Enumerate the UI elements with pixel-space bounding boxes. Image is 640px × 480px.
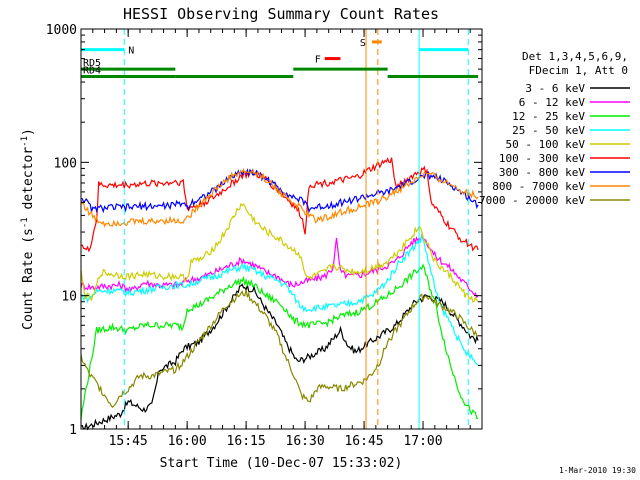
series-line-1 — [80, 233, 479, 299]
y-axis-label-end: ) — [21, 128, 36, 136]
legend-label-5: 100 - 300 keV — [499, 152, 585, 165]
legend-header-0: Det 1,3,4,5,6,9, — [522, 50, 628, 63]
flag-label-0: N — [128, 46, 134, 57]
legend-header-1: FDecim 1, Att 0 — [529, 64, 628, 77]
x-tick-label-5: 17:00 — [403, 434, 442, 449]
x-tick-label-4: 16:45 — [344, 434, 383, 449]
x-tick-label-2: 16:15 — [227, 434, 266, 449]
y-axis-label-main: Count Rate (s — [21, 228, 36, 330]
legend-label-1: 6 - 12 keV — [519, 96, 586, 109]
x-axis-label: Start Time (10-Dec-07 15:33:02) — [160, 456, 403, 471]
legend-label-2: 12 - 25 keV — [512, 110, 585, 123]
legend-label-6: 300 - 800 keV — [499, 166, 585, 179]
series-line-7 — [80, 167, 479, 228]
y-axis-label: Count Rate (s-1 detector-1) — [20, 128, 36, 330]
footer-date: 1-Mar-2010 19:30 — [559, 466, 636, 475]
axis-ticks-group: 15:45 16:00 16:15 16:30 16:45 17:00 1 10 100 1000 — [46, 23, 482, 449]
series-line-4 — [80, 202, 479, 303]
legend-label-8: 7000 - 20000 keV — [479, 194, 585, 207]
y-tick-label-0: 1 — [69, 423, 77, 438]
y-tick-label-3: 1000 — [46, 23, 77, 38]
y-tick-label-1: 10 — [61, 290, 77, 305]
plot-series-group — [80, 157, 479, 431]
y-tick-label-2: 100 — [54, 156, 77, 171]
flag-label-8: S — [360, 38, 366, 49]
y-axis-label-sup1: -1 — [20, 217, 30, 228]
x-tick-label-0: 15:45 — [109, 434, 148, 449]
x-tick-label-1: 16:00 — [168, 434, 207, 449]
x-tick-label-3: 16:30 — [286, 434, 325, 449]
series-line-2 — [80, 263, 479, 420]
y-axis-label-sup2: -1 — [20, 136, 30, 147]
legend-label-7: 800 - 7000 keV — [492, 180, 585, 193]
legend-label-0: 3 - 6 keV — [525, 82, 585, 95]
y-axis-label-mid: detector — [21, 147, 36, 218]
legend-label-3: 25 - 50 keV — [512, 124, 585, 137]
legend: Det 1,3,4,5,6,9,FDecim 1, Att 0 3 - 6 keV… — [479, 50, 630, 207]
flag-label-7: F — [315, 55, 321, 66]
legend-label-4: 50 - 100 keV — [506, 138, 586, 151]
flag-label-4: RD4 — [83, 66, 101, 77]
series-line-3 — [80, 234, 479, 366]
flag-label-2: RD5 — [83, 58, 101, 69]
series-line-8 — [80, 289, 479, 409]
chart-title: HESSI Observing Summary Count Rates — [123, 5, 439, 23]
